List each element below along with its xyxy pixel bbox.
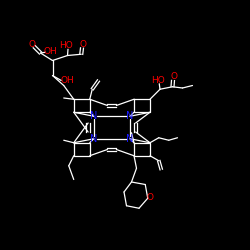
Text: OH: OH bbox=[61, 76, 74, 85]
Text: HO: HO bbox=[151, 76, 164, 85]
Text: O: O bbox=[79, 40, 86, 49]
Text: OH: OH bbox=[43, 47, 57, 56]
Text: O: O bbox=[170, 72, 177, 81]
Text: N: N bbox=[90, 134, 98, 144]
Text: O: O bbox=[28, 40, 35, 49]
Text: O: O bbox=[147, 192, 154, 202]
Text: HO: HO bbox=[60, 41, 73, 50]
Text: N: N bbox=[126, 134, 134, 144]
Text: N: N bbox=[90, 111, 98, 121]
Text: N: N bbox=[126, 111, 134, 121]
